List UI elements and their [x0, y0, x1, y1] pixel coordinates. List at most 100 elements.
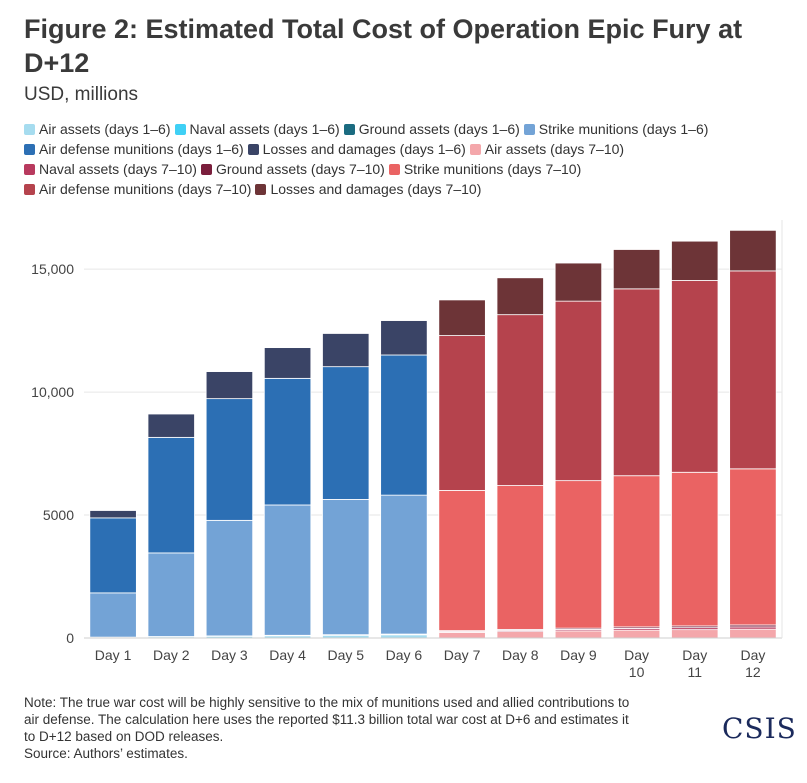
legend-item: Naval assets (days 7–10)	[24, 160, 197, 179]
legend-swatch	[388, 164, 400, 175]
legend-label: Losses and damages (days 7–10)	[270, 181, 482, 197]
bar-segment	[89, 592, 137, 638]
csis-logo: CSIS	[722, 712, 797, 745]
legend-item: Losses and damages (days 7–10)	[255, 180, 481, 199]
x-tick-label: Day 11	[682, 647, 707, 680]
legend-label: Strike munitions (days 1–6)	[538, 121, 709, 137]
bar-segment	[438, 631, 486, 639]
legend-swatch	[523, 124, 535, 135]
bar-segment	[612, 288, 661, 477]
y-tick-label: 5000	[43, 507, 74, 523]
stacked-bar-chart: 0 5000 10,000 15,000 Day 1 Day 2 Day 3 Day 4 Day…	[31, 220, 783, 680]
legend-item: Naval assets (days 1–6)	[174, 120, 340, 139]
legend-item: Ground assets (days 1–6)	[343, 120, 520, 139]
legend-label: Air defense munitions (days 7–10)	[39, 181, 252, 197]
bar-segment	[671, 471, 719, 627]
chart-note: Note: The true war cost will be highly s…	[24, 694, 724, 762]
bar-segment	[205, 519, 254, 637]
legend-swatch	[247, 144, 259, 155]
bar-segment	[263, 504, 312, 636]
legend-swatch	[174, 124, 186, 135]
x-tick-label: Day 4	[269, 647, 306, 663]
bar-segment	[205, 371, 254, 400]
y-tick-label: 15,000	[31, 261, 74, 277]
legend-item: Losses and damages (days 1–6)	[247, 140, 466, 159]
bar-segment	[322, 499, 370, 636]
chart-title: Figure 2: Estimated Total Cost of Operat…	[24, 14, 743, 78]
legend-label: Naval assets (days 1–6)	[189, 121, 340, 137]
bar-segment	[380, 494, 428, 635]
bar-segment	[438, 490, 486, 632]
bar-segment	[147, 436, 195, 554]
note-line: to D+12 based on DOD releases.	[24, 729, 224, 744]
x-tick-label: Day 3	[211, 647, 248, 663]
legend-label: Ground assets (days 1–6)	[358, 121, 520, 137]
legend-item: Ground assets (days 7–10)	[200, 160, 385, 179]
bar-segment	[554, 480, 603, 629]
bar-segment	[322, 333, 370, 368]
bar-segment	[554, 300, 603, 482]
legend-label: Losses and damages (days 1–6)	[262, 141, 466, 157]
legend-item: Air defense munitions (days 7–10)	[24, 180, 251, 199]
bar-segment	[729, 468, 777, 626]
bar-segment	[380, 320, 428, 356]
legend-item: Air defense munitions (days 1–6)	[24, 140, 244, 159]
bar-segment	[438, 335, 486, 491]
x-tick-label: Day 8	[502, 647, 539, 663]
legend-swatch	[24, 124, 35, 135]
legend-swatch	[343, 124, 355, 135]
bar-segment	[554, 630, 603, 639]
legend-label: Air assets (days 7–10)	[484, 141, 625, 157]
legend-label: Ground assets (days 7–10)	[215, 161, 385, 177]
legend: Air assets (days 1–6) Naval assets (days …	[24, 120, 794, 200]
x-tick-label: Day 2	[153, 647, 190, 663]
legend-swatch	[200, 164, 212, 175]
y-tick-label: 10,000	[31, 384, 74, 400]
legend-swatch	[255, 184, 267, 195]
legend-swatch	[24, 184, 35, 195]
x-tick-label: Day 12	[740, 647, 765, 680]
x-tick-label: Day 1	[95, 647, 132, 663]
chart-subtitle: USD, millions	[24, 84, 139, 105]
x-tick-label: Day 5	[327, 647, 364, 663]
legend-label: Air defense munitions (days 1–6)	[39, 141, 244, 157]
bar-segment	[147, 413, 195, 438]
bar-segment	[438, 299, 486, 336]
bar-segment	[671, 280, 719, 473]
bar-segment	[496, 631, 544, 639]
x-tick-label: Day 9	[560, 647, 597, 663]
bar-segment	[263, 377, 312, 506]
bar-segment	[147, 552, 195, 637]
bar-segment	[729, 229, 777, 272]
legend-swatch	[24, 144, 35, 155]
legend-swatch	[469, 144, 481, 155]
legend-item: Strike munitions (days 1–6)	[523, 120, 709, 139]
note-line: Source: Authors’ estimates.	[24, 746, 188, 761]
note-line: air defense. The calculation here uses t…	[24, 712, 629, 727]
x-tick-label: Day 10	[624, 647, 649, 680]
legend-label: Naval assets (days 7–10)	[39, 161, 197, 177]
bar-segment	[612, 629, 661, 639]
legend-item: Strike munitions (days 7–10)	[388, 160, 582, 179]
bar-segment	[671, 240, 719, 281]
x-tick-label: Day 7	[444, 647, 481, 663]
bar-segment	[496, 314, 544, 486]
legend-swatch	[24, 164, 35, 175]
legend-label: Strike munitions (days 7–10)	[403, 161, 582, 177]
note-line: Note: The true war cost will be highly s…	[24, 695, 630, 710]
bar-segment	[496, 485, 544, 630]
bar-segment	[729, 270, 777, 470]
bar-segment	[671, 629, 719, 639]
legend-item: Air assets (days 7–10)	[469, 140, 625, 159]
bar-segment	[496, 277, 544, 316]
bar-segment	[380, 354, 428, 496]
legend-item: Air assets (days 1–6)	[24, 120, 171, 139]
bar-segment	[263, 347, 312, 379]
legend-label: Air assets (days 1–6)	[39, 121, 171, 137]
x-tick-label: Day 6	[386, 647, 423, 663]
bar-segment	[322, 366, 370, 500]
bar-segment	[612, 475, 661, 628]
y-tick-label: 0	[66, 630, 74, 646]
bar-segment	[554, 262, 603, 302]
bar-segment	[612, 249, 661, 290]
